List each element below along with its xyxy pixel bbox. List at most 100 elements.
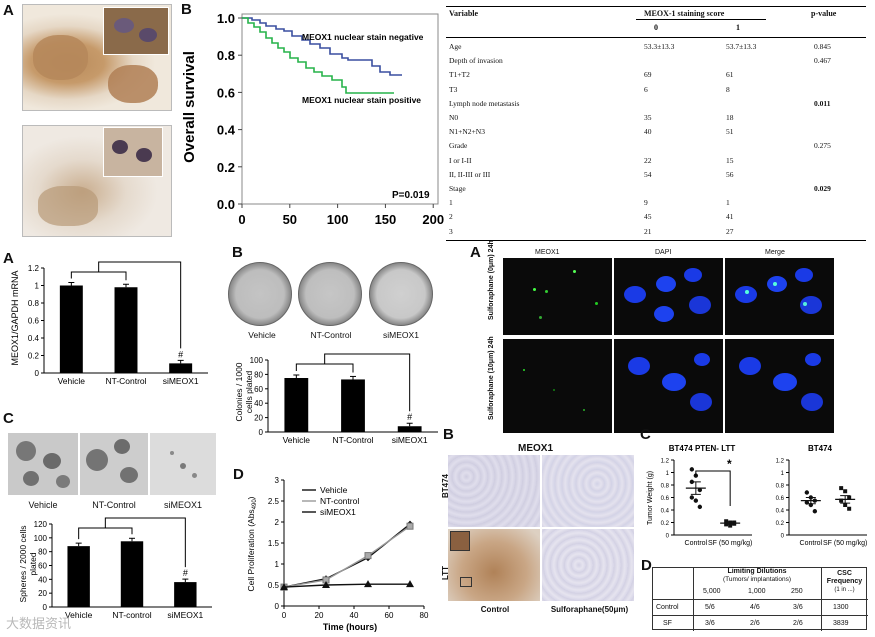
mrna-bar-chart: MEOX1/GAPDH mRNA 0 0.2 0.4 0.6 0.8 1 1.2 Vehicl… (10, 261, 208, 386)
y-tick-label: 0.8 (776, 484, 785, 490)
sphere-label-simeox1: siMEOX1 (163, 500, 202, 510)
data-point (689, 495, 695, 500)
table-row-variable: Age (449, 42, 462, 51)
table-row-variable: I or I-II (449, 155, 472, 165)
comparison-bracket-long (104, 517, 186, 568)
table-row-variable: Stage (449, 184, 466, 193)
y-tick-label: 0.2 (28, 352, 40, 361)
ihc-ltt-control (448, 529, 540, 601)
point (364, 580, 372, 588)
sphere-label-nt-control: NT-Control (92, 500, 136, 510)
y-tick-label: 2.5 (268, 497, 280, 506)
table-row-score1: 56 (726, 169, 734, 179)
data-point (689, 467, 695, 472)
colonies-bar-chart: Colonies / 1000 cells plated 0 20 40 60 80 10… (234, 353, 438, 445)
y-tick-label: 0 (35, 369, 40, 378)
x-tick-label: 80 (420, 611, 429, 620)
sphere-image-nt-control (80, 433, 148, 495)
table-row-pvalue: 0.275 (814, 141, 831, 151)
table-subheader-0: 0 (654, 23, 658, 32)
x-category-label: siMEOX1 (163, 376, 199, 386)
x-category-label: SF (50 mg/kg) (708, 540, 752, 547)
y-tick-label: 0.2 (776, 521, 785, 527)
table-row-score1: 8 (726, 84, 730, 94)
y-tick-label: 0.6 (661, 496, 670, 502)
watermark: 大数据资讯 (6, 616, 72, 631)
tumor1-significance-star: * (727, 457, 732, 471)
bar (59, 285, 83, 373)
fluor-meox1-untreated (503, 258, 612, 335)
comparison-bracket-long (98, 261, 182, 349)
y-tick-label: 0 (259, 428, 264, 437)
x-category-label: SF (50 mg/kg) (823, 540, 867, 547)
csc-row-sf-5000: 3/6 (705, 620, 715, 627)
km-y-tick-label: 0.0 (217, 197, 235, 212)
csc-row-control-5000: 5/6 (705, 604, 715, 611)
table-subheader-1: 1 (736, 23, 740, 32)
km-y-tick-label: 0.2 (217, 160, 235, 175)
legend-label: NT-control (320, 496, 359, 506)
csc-dil-1000: 1,000 (748, 588, 766, 595)
ihc-ltt-sulforaphane (542, 529, 634, 601)
panel-label-top-b: B (181, 1, 192, 18)
table-header-pvalue: p-value (811, 9, 837, 18)
point (406, 522, 414, 530)
data-point (843, 503, 848, 507)
y-tick-label: 2 (275, 518, 280, 527)
legend-label: Vehicle (320, 485, 348, 495)
plate-label-nt-control: NT-Control (310, 330, 352, 340)
table-row-variable: N0 (449, 113, 459, 122)
x-category-label: Control (800, 540, 823, 547)
y-tick-label: 1.2 (28, 264, 40, 273)
panel-label-right-d: D (641, 557, 652, 574)
table-row-score0: 6 (644, 84, 648, 94)
point (364, 552, 372, 560)
y-tick-label: 0.6 (28, 317, 40, 326)
km-y-tick-label: 1.0 (217, 11, 235, 26)
table-row-score1: 61 (726, 70, 734, 80)
csc-row-control-label: Control (656, 604, 679, 611)
table-row-score1: 1 (726, 198, 730, 208)
fluor-col-merge: Merge (765, 249, 785, 256)
x-tick-label: 60 (385, 611, 394, 620)
y-tick-label: 60 (38, 562, 47, 571)
y-tick-label: 20 (254, 414, 263, 423)
table-row-variable: 1 (449, 198, 453, 208)
csc-head-in: (1 in ...) (834, 587, 855, 593)
bar (284, 378, 309, 432)
table-header-score: MEOX-1 staining score (644, 9, 725, 18)
csc-table: Limiting Dilutions (Tumors/ implantation… (652, 567, 868, 631)
data-point (804, 490, 810, 495)
prolif-x-axis-label: Time (hours) (323, 622, 377, 632)
table-row-pvalue: 0.467 (814, 56, 831, 66)
series-line (283, 525, 411, 588)
y-tick-label: 0 (43, 603, 48, 612)
table-row-variable: Depth of invasion (449, 56, 503, 66)
plate-label-simeox1: siMEOX1 (383, 330, 419, 340)
series-line (283, 523, 411, 588)
y-tick-label: 0.4 (661, 509, 670, 515)
km-x-tick-label: 150 (375, 212, 397, 227)
fluor-col-dapi: DAPI (655, 249, 672, 256)
csc-head-dilutions: Limiting Dilutions (727, 568, 787, 575)
comparison-bracket (70, 271, 127, 281)
comparison-bracket-long (324, 353, 411, 412)
tumor-weight-chart-bt474: BT474 0 0.2 0.4 0.6 0.8 1 1.2 Control SF (50 mg/… (776, 444, 868, 547)
table-row-variable: 2 (449, 212, 453, 222)
table-row-score0: 21 (644, 226, 652, 236)
y-tick-label: 1.5 (268, 539, 280, 548)
table-row-score0: 53.3±13.3 (644, 42, 675, 51)
data-point (724, 519, 729, 524)
significance-marker: # (178, 349, 183, 359)
significance-marker: # (183, 568, 188, 578)
table-row-score1: 27 (726, 226, 734, 236)
csc-head-csc: CSC (837, 570, 852, 577)
x-category-label: siMEOX1 (167, 610, 203, 620)
bar (67, 546, 90, 607)
table-row-variable: N1+N2+N3 (449, 127, 485, 137)
table-row-score0: 9 (644, 198, 648, 208)
point (322, 581, 330, 588)
y-tick-label: 0 (781, 534, 785, 540)
km-y-tick-label: 0.6 (217, 85, 235, 100)
table-row-pvalue: 0.011 (814, 98, 831, 108)
